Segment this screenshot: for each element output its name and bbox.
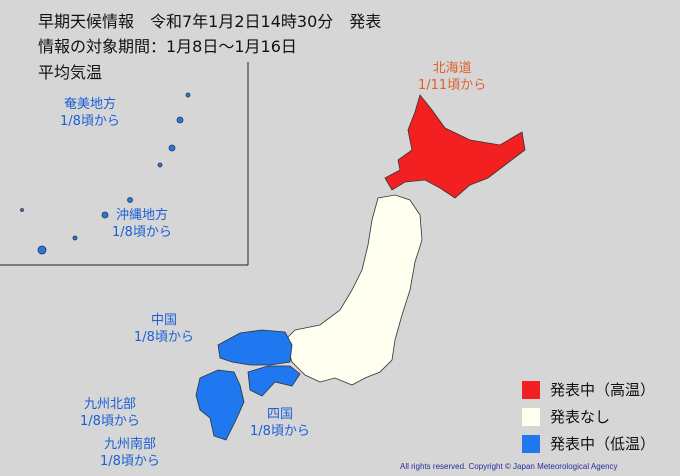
issue-title: 早期天候情報 令和7年1月2日14時30分 発表	[38, 12, 382, 31]
label-kyushu-south-date: 1/8頃から	[100, 454, 160, 469]
region-chugoku[interactable]	[217, 329, 293, 366]
region-hokkaido[interactable]	[384, 94, 526, 199]
label-okinawa-date: 1/8頃から	[112, 225, 172, 240]
legend-low: 発表中（低温）	[522, 433, 655, 454]
label-chugoku: 中国 1/8頃から	[134, 312, 194, 346]
legend-label-none: 発表なし	[550, 408, 611, 426]
label-kyushu-north: 九州北部 1/8頃から	[80, 396, 140, 430]
legend-label-low: 発表中（低温）	[550, 435, 656, 453]
label-chugoku-name: 中国	[150, 313, 177, 328]
label-shikoku-date: 1/8頃から	[250, 424, 310, 439]
region-nansei-islands[interactable]	[20, 92, 191, 255]
label-shikoku: 四国 1/8頃から	[250, 406, 310, 440]
region-no-announcement[interactable]	[284, 194, 423, 386]
legend-high: 発表中（高温）	[522, 379, 655, 400]
legend-label-high: 発表中（高温）	[550, 381, 656, 399]
label-hokkaido-date: 1/11頃から	[418, 78, 487, 93]
label-amami: 奄美地方 1/8頃から	[60, 96, 120, 130]
label-okinawa-name: 沖縄地方	[115, 208, 168, 223]
label-hokkaido: 北海道 1/11頃から	[418, 60, 486, 94]
element-name: 平均気温	[38, 63, 103, 82]
label-okinawa: 沖縄地方 1/8頃から	[112, 207, 172, 241]
label-chugoku-date: 1/8頃から	[134, 330, 194, 345]
region-kyushu[interactable]	[195, 369, 245, 441]
region-shikoku[interactable]	[247, 365, 301, 397]
legend-swatch-high	[522, 380, 540, 399]
copyright: All rights reserved. Copyright © Japan M…	[400, 462, 618, 471]
label-kyushu-south: 九州南部 1/8頃から	[100, 436, 160, 470]
label-kyushu-south-name: 九州南部	[103, 437, 156, 452]
label-hokkaido-name: 北海道	[432, 61, 472, 76]
label-kyushu-north-date: 1/8頃から	[80, 414, 140, 429]
target-period: 情報の対象期間：1月8日～1月16日	[38, 37, 297, 56]
label-amami-name: 奄美地方	[63, 97, 116, 112]
legend-swatch-low	[522, 434, 540, 453]
label-kyushu-north-name: 九州北部	[83, 397, 136, 412]
legend-swatch-none	[522, 407, 540, 426]
label-amami-date: 1/8頃から	[60, 114, 120, 129]
legend-none: 発表なし	[522, 406, 610, 427]
label-shikoku-name: 四国	[266, 407, 293, 422]
